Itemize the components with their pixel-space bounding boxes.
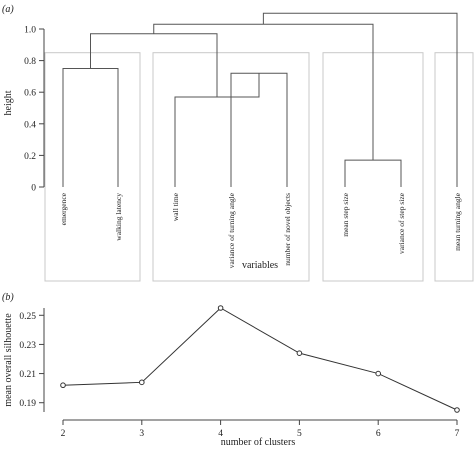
silhouette-y-tick-label: 0.23 <box>19 341 36 351</box>
panel-b-tag: (b) <box>2 292 14 303</box>
dendrogram-link <box>90 33 218 97</box>
cluster-box <box>434 52 474 282</box>
silhouette-y-tick-label: 0.25 <box>19 312 36 322</box>
leaf-label: wall time <box>171 192 180 221</box>
silhouette-point <box>375 370 382 377</box>
silhouette-point <box>139 379 145 386</box>
leaf-label: walking latency <box>114 193 123 241</box>
silhouette-point <box>296 350 303 356</box>
silhouette-x-tick-label: 7 <box>455 429 460 439</box>
dendrogram-y-tick-label: 0.4 <box>24 120 36 130</box>
leaf-label: mean step size <box>341 192 350 236</box>
leaf-labels: emergence walking latency wall time varianc… <box>59 192 462 268</box>
silhouette-x-axis-label: number of clusters <box>221 437 296 448</box>
silhouette-y-tick-label: 0.21 <box>19 370 36 380</box>
leaf-label: mean turning angle <box>453 192 462 251</box>
dendrogram-y-tick-label: 1.0 <box>24 26 36 36</box>
dendrogram-link <box>344 159 402 187</box>
silhouette-panel: (b) 0.19 0.21 0.23 0.25 2 3 4 5 6 7 mean overall … <box>2 292 460 448</box>
silhouette-x-tick-label: 4 <box>218 429 223 439</box>
dendrogram-link <box>262 12 458 187</box>
dendrogram-y-axis: 0 0.2 0.4 0.6 0.8 1.0 <box>24 26 45 194</box>
dendrogram-x-axis-label: variables <box>242 260 278 271</box>
dendrogram-panel: (a) 0 0.2 0.4 0.6 0.8 1.0 emergence walking la… <box>2 4 474 282</box>
silhouette-x-tick-label: 2 <box>61 429 66 439</box>
leaf-label: emergence <box>59 192 68 225</box>
silhouette-x-tick-label: 3 <box>139 429 144 439</box>
dendrogram-y-tick-label: 0.2 <box>24 152 36 162</box>
silhouette-axes: 0.19 0.21 0.23 0.25 2 3 4 5 6 7 <box>19 308 460 439</box>
cluster-box <box>152 52 310 282</box>
dendrogram-y-tick-label: 0 <box>31 184 36 194</box>
silhouette-line <box>62 307 458 411</box>
silhouette-y-axis-label: mean overall silhouette <box>3 313 14 407</box>
silhouette-series <box>60 305 460 413</box>
cluster-boxes <box>44 52 474 282</box>
dendrogram-links <box>62 12 458 187</box>
dendrogram-link <box>62 68 119 187</box>
silhouette-point <box>217 305 224 311</box>
dendrogram-link <box>153 23 374 161</box>
dendrogram-y-tick-label: 0.6 <box>24 89 36 99</box>
cluster-box <box>44 52 141 282</box>
panel-a-tag: (a) <box>2 4 14 15</box>
silhouette-x-tick-label: 5 <box>297 429 302 439</box>
leaf-label: variance of step size <box>397 192 406 254</box>
silhouette-y-tick-label: 0.19 <box>19 399 36 409</box>
silhouette-point <box>454 407 460 413</box>
leaf-label: variance of turning angle <box>227 192 236 268</box>
dendrogram-y-tick-label: 0.8 <box>24 57 36 67</box>
leaf-label: number of novel objects <box>283 193 292 266</box>
silhouette-point <box>60 382 66 389</box>
silhouette-x-tick-label: 6 <box>376 429 381 439</box>
dendrogram-y-axis-label: height <box>3 90 14 115</box>
